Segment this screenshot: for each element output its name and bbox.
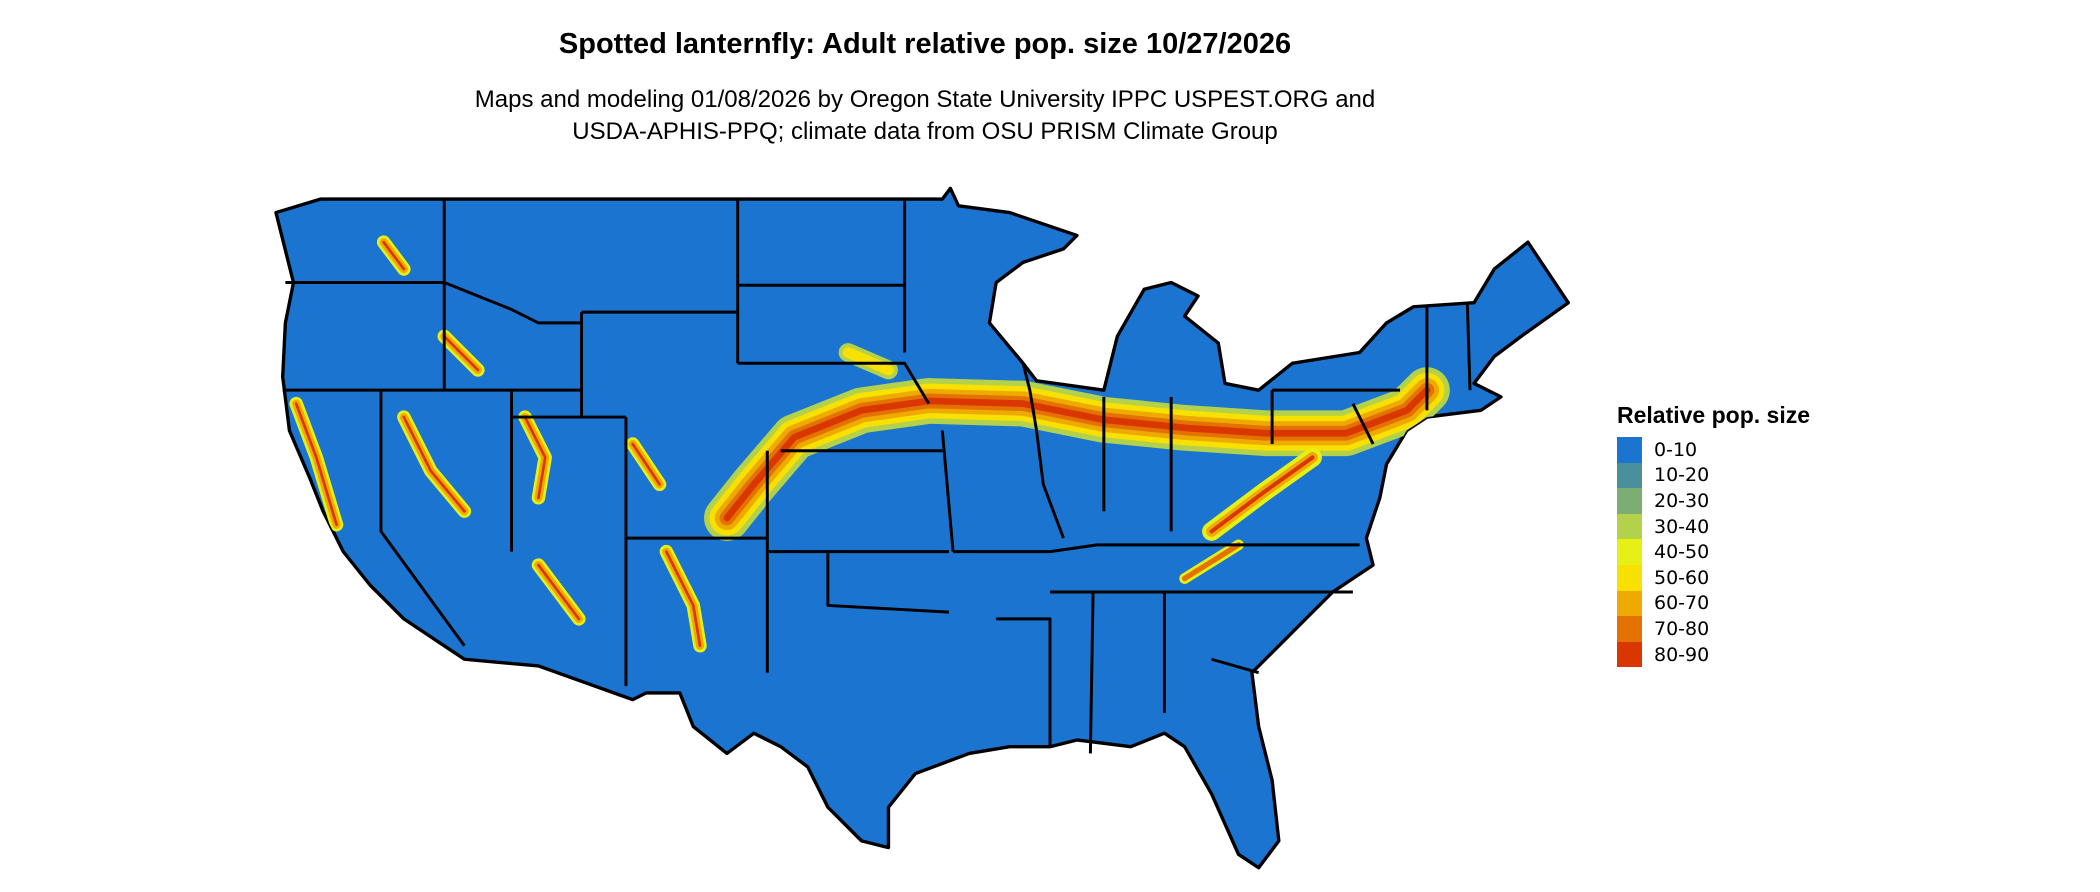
legend-swatch bbox=[1617, 641, 1642, 668]
state-border bbox=[1021, 362, 1065, 539]
state-border bbox=[996, 617, 1052, 747]
legend-item: 80-90 bbox=[1617, 641, 1810, 668]
legend-label: 60-70 bbox=[1654, 592, 1710, 615]
legend-swatch bbox=[1617, 590, 1642, 617]
legend-swatch bbox=[1617, 462, 1642, 489]
legend-item: 0-10 bbox=[1617, 437, 1810, 463]
hotspot-band bbox=[294, 402, 338, 527]
state-border bbox=[443, 281, 582, 325]
state-border bbox=[1465, 302, 1472, 391]
hotspot-band bbox=[1209, 455, 1315, 534]
legend-label: 70-80 bbox=[1654, 617, 1710, 640]
state-border bbox=[737, 361, 931, 405]
legend-label: 40-50 bbox=[1654, 541, 1710, 564]
hotspot-band bbox=[382, 240, 406, 271]
legend-swatch bbox=[1617, 616, 1642, 642]
legend-swatch bbox=[1617, 513, 1642, 540]
legend-swatch bbox=[1617, 539, 1642, 565]
hotspot-band bbox=[537, 563, 581, 621]
hotspot-band bbox=[442, 335, 480, 372]
state-border bbox=[940, 430, 955, 552]
hotspot-band bbox=[631, 442, 661, 486]
chart-subtitle-line-2: USDA-APHIS-PPQ; climate data from OSU PR… bbox=[572, 118, 1278, 145]
legend-label: 30-40 bbox=[1654, 515, 1710, 538]
legend: Relative pop. size 0-10 10-20 20-30 30-40 40… bbox=[1617, 402, 1811, 668]
legend-title: Relative pop. size bbox=[1617, 402, 1811, 428]
legend-item: 20-30 bbox=[1617, 488, 1810, 514]
hotspot-band bbox=[402, 415, 466, 513]
state-border bbox=[953, 543, 1360, 554]
hotspot-band bbox=[723, 386, 1431, 522]
hotspot-layer bbox=[289, 235, 1450, 653]
legend-label: 10-20 bbox=[1654, 464, 1710, 487]
legend-label: 80-90 bbox=[1654, 643, 1710, 666]
legend-swatch bbox=[1617, 564, 1642, 591]
legend-label: 50-60 bbox=[1654, 566, 1710, 589]
state-border bbox=[379, 390, 466, 647]
legend-item: 60-70 bbox=[1617, 590, 1810, 617]
state-border bbox=[1351, 402, 1375, 445]
hotspot-band bbox=[523, 415, 547, 500]
legend-item: 30-40 bbox=[1617, 513, 1810, 540]
legend-item: 70-80 bbox=[1617, 616, 1810, 642]
chart-title: Spotted lanternfly: Adult relative pop. … bbox=[558, 28, 1292, 60]
hotspot-band bbox=[665, 550, 702, 648]
hotspot-band bbox=[842, 347, 894, 376]
chart-subtitle-line-1: Maps and modeling 01/08/2026 by Oregon S… bbox=[474, 86, 1376, 113]
legend-label: 20-30 bbox=[1654, 489, 1710, 512]
legend-label: 0-10 bbox=[1654, 438, 1698, 461]
state-border bbox=[1088, 591, 1095, 754]
hotspot-band bbox=[1181, 542, 1242, 582]
legend-item: 10-20 bbox=[1617, 462, 1810, 489]
legend-swatch bbox=[1617, 488, 1642, 514]
legend-item: 50-60 bbox=[1617, 564, 1810, 591]
state-border bbox=[1211, 657, 1260, 675]
legend-item: 40-50 bbox=[1617, 539, 1810, 565]
state-borders bbox=[282, 199, 1472, 754]
state-border bbox=[826, 551, 950, 614]
us-landmass bbox=[274, 186, 1570, 870]
legend-swatch bbox=[1617, 437, 1642, 463]
